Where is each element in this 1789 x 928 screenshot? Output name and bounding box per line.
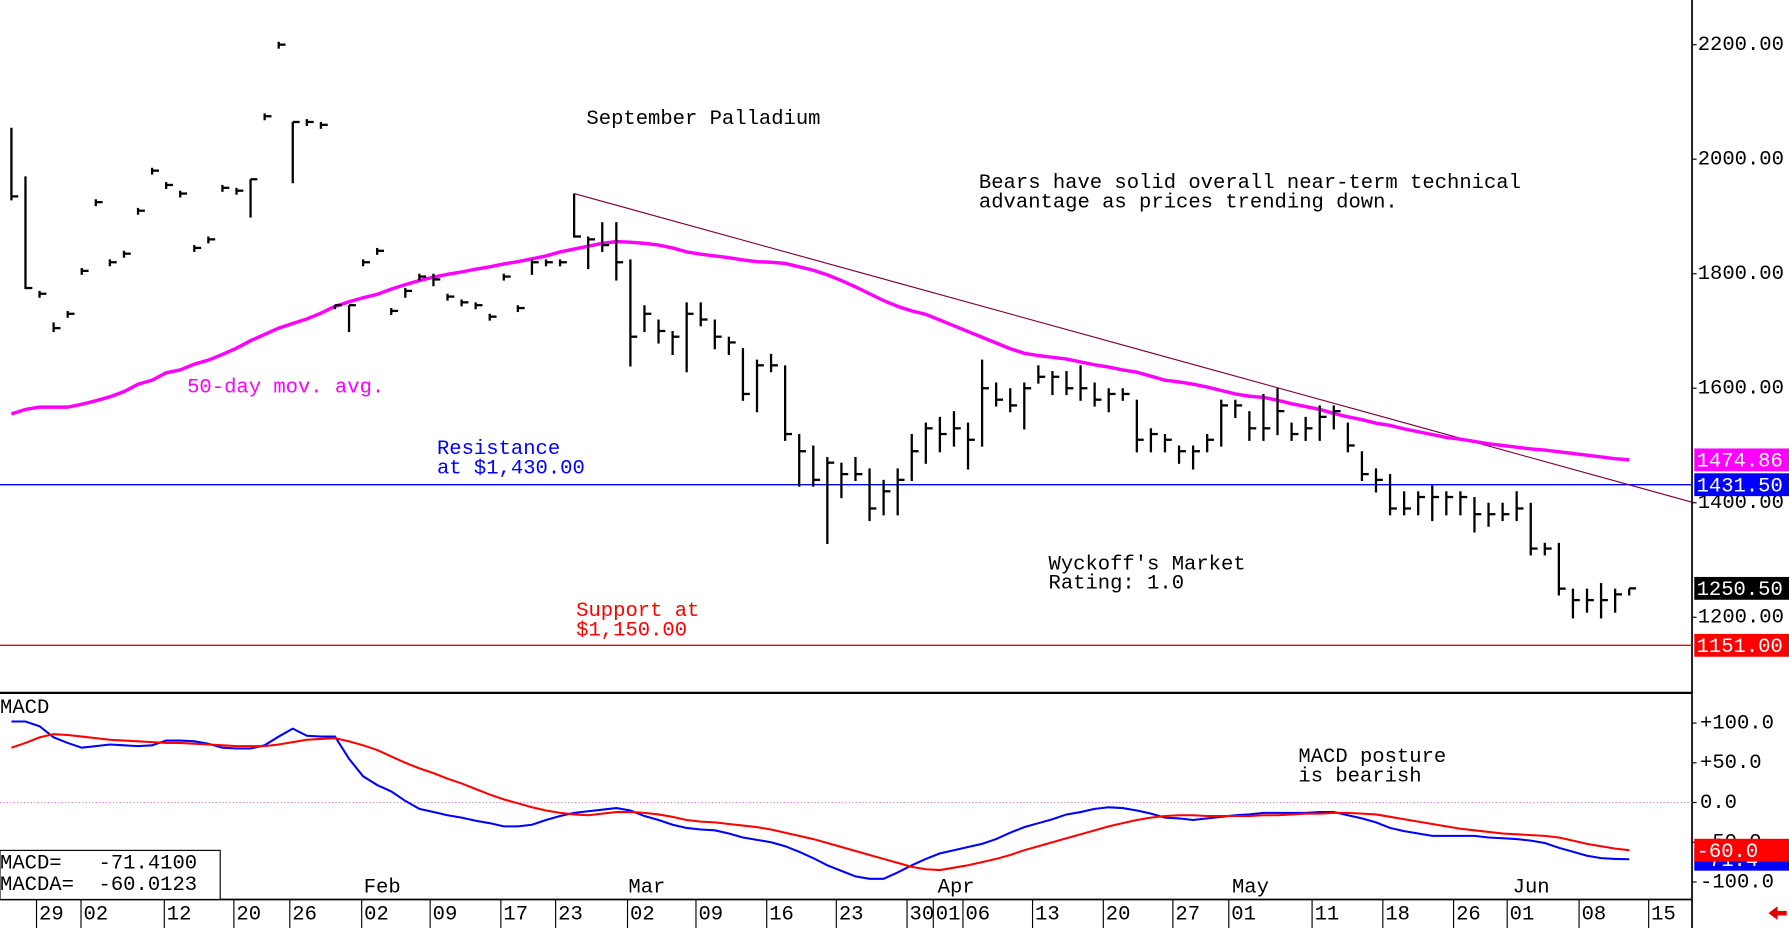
y-tick-label: +50.0	[1700, 752, 1762, 775]
date-label: 17	[503, 904, 528, 927]
date-label: 11	[1315, 904, 1340, 927]
y-tick-label: -100.0	[1700, 871, 1774, 894]
date-label: 01	[936, 904, 961, 927]
y-tick-label: 2000.00	[1698, 149, 1784, 172]
value-box	[1694, 448, 1789, 472]
date-label: 02	[630, 904, 655, 927]
annotation: Bears have solid overall near-term techn…	[979, 172, 1521, 195]
date-label: 27	[1175, 904, 1200, 927]
date-label: 12	[167, 904, 192, 927]
y-tick-label: 1400.00	[1698, 492, 1784, 515]
date-label: 16	[769, 904, 794, 927]
annotation: $1,150.00	[576, 620, 687, 643]
annotation: is bearish	[1298, 766, 1421, 789]
annotation: at $1,430.00	[437, 457, 585, 480]
y-tick-label: 2200.00	[1698, 34, 1784, 57]
value-box	[1694, 473, 1789, 497]
value-box-label: 1151.00	[1697, 636, 1783, 659]
value-box	[1694, 838, 1789, 862]
value-box	[1694, 633, 1789, 657]
date-label: 23	[839, 904, 864, 927]
date-label: 20	[236, 904, 261, 927]
date-label: 20	[1106, 904, 1131, 927]
annotation: Resistance	[437, 438, 560, 461]
date-label: 08	[1582, 904, 1607, 927]
annotation: Wyckoff's Market	[1049, 553, 1246, 576]
readout-box	[0, 849, 221, 901]
macd-line	[11, 733, 1630, 872]
y-tick-label: 1600.00	[1698, 378, 1784, 401]
annotation: Rating: 1.0	[1049, 573, 1185, 596]
scroll-arrow[interactable]	[1768, 906, 1787, 921]
month-label: May	[1232, 876, 1269, 899]
readout: MACDA= -60.0123	[0, 874, 197, 897]
date-label: 02	[364, 904, 389, 927]
date-label: 26	[292, 904, 317, 927]
moving-average	[10, 239, 1630, 462]
date-label: 09	[433, 904, 458, 927]
value-box-label: -60.0	[1697, 841, 1759, 864]
date-label: 15	[1651, 904, 1676, 927]
trendline	[573, 192, 1693, 503]
date-label: 06	[965, 904, 990, 927]
date-label: 01	[1510, 904, 1535, 927]
date-label: 29	[39, 904, 64, 927]
readout: MACD= -71.4100	[0, 852, 197, 875]
date-label: 23	[558, 904, 583, 927]
chart-title: September Palladium	[586, 108, 820, 131]
annotation: Support at	[576, 600, 699, 623]
date-label: 26	[1456, 904, 1481, 927]
value-box-label: 1250.50	[1697, 579, 1783, 602]
month-label: Mar	[628, 876, 665, 899]
date-label: 18	[1385, 904, 1410, 927]
date-label: 02	[84, 904, 109, 927]
panel-title: MACD	[0, 697, 49, 720]
month-label: Apr	[938, 876, 975, 899]
month-label: Feb	[364, 876, 401, 899]
y-tick-label: 1200.00	[1698, 607, 1784, 630]
month-label: Jun	[1513, 876, 1550, 899]
date-label: 13	[1035, 904, 1060, 927]
y-tick-label: 1800.00	[1698, 263, 1784, 286]
y-tick-label: 0.0	[1700, 792, 1737, 815]
date-label: 01	[1231, 904, 1256, 927]
annotation: MACD posture	[1298, 746, 1446, 769]
date-label: 09	[698, 904, 723, 927]
value-box-label: 1431.50	[1697, 475, 1783, 498]
value-box	[1694, 576, 1789, 600]
value-box-label: 1474.86	[1697, 450, 1783, 473]
annotation: advantage as prices trending down.	[979, 191, 1398, 214]
macd-line	[11, 720, 1630, 880]
date-label: 30	[910, 904, 935, 927]
y-tick-label: +100.0	[1700, 712, 1774, 735]
moving-average-name: 50-day mov. avg.	[187, 376, 384, 399]
